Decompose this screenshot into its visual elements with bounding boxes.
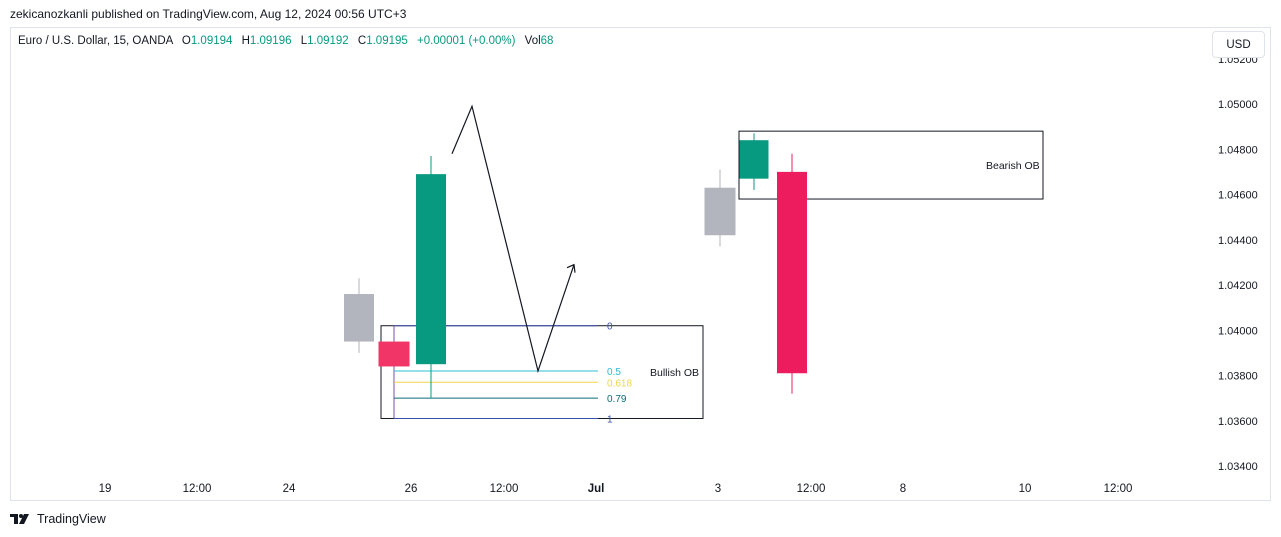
open-label: O (181, 35, 191, 47)
fib-level-label: 1 (607, 414, 613, 425)
x-tick-label: 19 (99, 483, 112, 495)
symbol-legend: Euro / U.S. Dollar, 15, OANDA O1.09194 H… (18, 35, 553, 47)
x-tick-label: 12:00 (183, 483, 212, 495)
x-tick-label: 26 (405, 483, 418, 495)
candle-body (378, 341, 410, 367)
high-label: H (241, 35, 250, 47)
y-tick-label: 1.04600 (1218, 190, 1258, 202)
y-tick-label: 1.05000 (1218, 99, 1258, 111)
y-tick-label: 1.04200 (1218, 280, 1258, 292)
y-tick-label: 1.04000 (1218, 325, 1258, 337)
chart-frame (10, 27, 1271, 501)
projection-path (451, 104, 575, 374)
fib-level-label: 0.618 (607, 378, 632, 389)
fib-level-label: 0 (607, 322, 613, 333)
high-value: 1.09196 (249, 35, 292, 47)
x-tick-label: 3 (715, 483, 721, 495)
x-tick-label: Jul (588, 483, 605, 495)
open-value: 1.09194 (190, 35, 233, 47)
currency-button[interactable]: USD (1212, 31, 1265, 58)
candle-body (344, 294, 374, 342)
x-tick-label: 12:00 (1104, 483, 1133, 495)
low-value: 1.09192 (307, 35, 349, 47)
tradingview-footer[interactable]: TradingView (10, 512, 106, 526)
y-tick-label: 1.04400 (1218, 235, 1258, 247)
close-value: 1.09195 (366, 35, 408, 47)
y-tick-label: 1.03400 (1218, 461, 1258, 473)
x-tick-label: 10 (1019, 483, 1032, 495)
volume-label: Vol (524, 35, 541, 47)
close-label: C (357, 35, 367, 47)
y-tick-label: 1.03600 (1218, 416, 1258, 428)
y-tick-label: 1.03800 (1218, 371, 1258, 383)
x-tick-label: 8 (900, 483, 906, 495)
symbol-name[interactable]: Euro / U.S. Dollar, 15, OANDA (18, 35, 173, 47)
candle-body (739, 140, 769, 179)
zone-label: Bullish OB (650, 367, 699, 379)
candle-body (416, 174, 446, 365)
projection-arrowhead (566, 263, 576, 273)
fib-level-label: 0.5 (607, 367, 621, 378)
tradingview-logo-icon (10, 514, 29, 524)
x-tick-label: 12:00 (490, 483, 519, 495)
candle-body (777, 171, 807, 374)
publisher-line: zekicanozkanli published on TradingView.… (10, 7, 407, 21)
fib-level-label: 0.79 (607, 394, 627, 405)
order-block-zone (738, 130, 1044, 200)
y-tick-label: 1.04800 (1218, 144, 1258, 156)
x-tick-label: 24 (283, 483, 296, 495)
footer-brand: TradingView (37, 512, 106, 526)
change-value: +0.00001 (+0.00%) (416, 35, 516, 47)
low-label: L (300, 35, 308, 47)
x-tick-label: 12:00 (797, 483, 826, 495)
zone-label: Bearish OB (986, 160, 1040, 172)
volume-value: 68 (540, 35, 554, 47)
candle-body (704, 187, 736, 236)
